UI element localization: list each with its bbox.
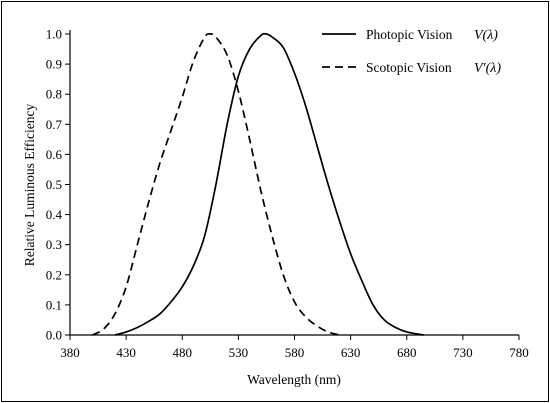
- legend: Photopic Vision V(λ) Scotopic Vision V′(…: [322, 27, 501, 76]
- photopic-curve: [114, 32, 424, 336]
- scotopic-curve: [92, 32, 340, 336]
- x-tick-label: 430: [116, 345, 136, 360]
- y-tick-label: 0.7: [46, 117, 63, 132]
- curves: [92, 32, 424, 336]
- x-ticks: 380 430 480 530 580 630 680 730 780: [60, 335, 529, 360]
- x-tick-label: 380: [60, 345, 80, 360]
- legend-label-photopic: Photopic Vision: [366, 27, 453, 42]
- x-tick-label: 480: [173, 345, 193, 360]
- x-tick-label: 780: [509, 345, 529, 360]
- legend-symbol-photopic: V(λ): [474, 28, 498, 43]
- x-axis-label: Wavelength (nm): [247, 372, 341, 387]
- x-tick-label: 580: [285, 345, 305, 360]
- y-ticks: 0.0 0.1 0.2 0.3 0.4 0.5 0.6 0.7 0.8 0.9 1.0: [46, 27, 70, 343]
- y-tick-label: 0.8: [46, 87, 62, 102]
- legend-symbol-scotopic: V′(λ): [474, 61, 501, 76]
- y-tick-label: 0.4: [46, 207, 63, 222]
- y-tick-label: 0.5: [46, 177, 62, 192]
- legend-label-scotopic: Scotopic Vision: [366, 60, 452, 75]
- x-tick-label: 730: [453, 345, 473, 360]
- x-tick-label: 530: [229, 345, 249, 360]
- y-tick-label: 0.3: [46, 237, 62, 252]
- y-tick-label: 0.0: [46, 328, 62, 343]
- x-tick-label: 630: [341, 345, 361, 360]
- y-axis-label: Relative Luminous Efficiency: [22, 104, 37, 267]
- y-tick-label: 0.2: [46, 267, 62, 282]
- y-tick-label: 0.1: [46, 297, 62, 312]
- axes: [69, 30, 519, 336]
- y-tick-label: 0.9: [46, 57, 62, 72]
- x-tick-label: 680: [397, 345, 417, 360]
- y-tick-label: 1.0: [46, 27, 62, 42]
- y-tick-label: 0.6: [46, 147, 63, 162]
